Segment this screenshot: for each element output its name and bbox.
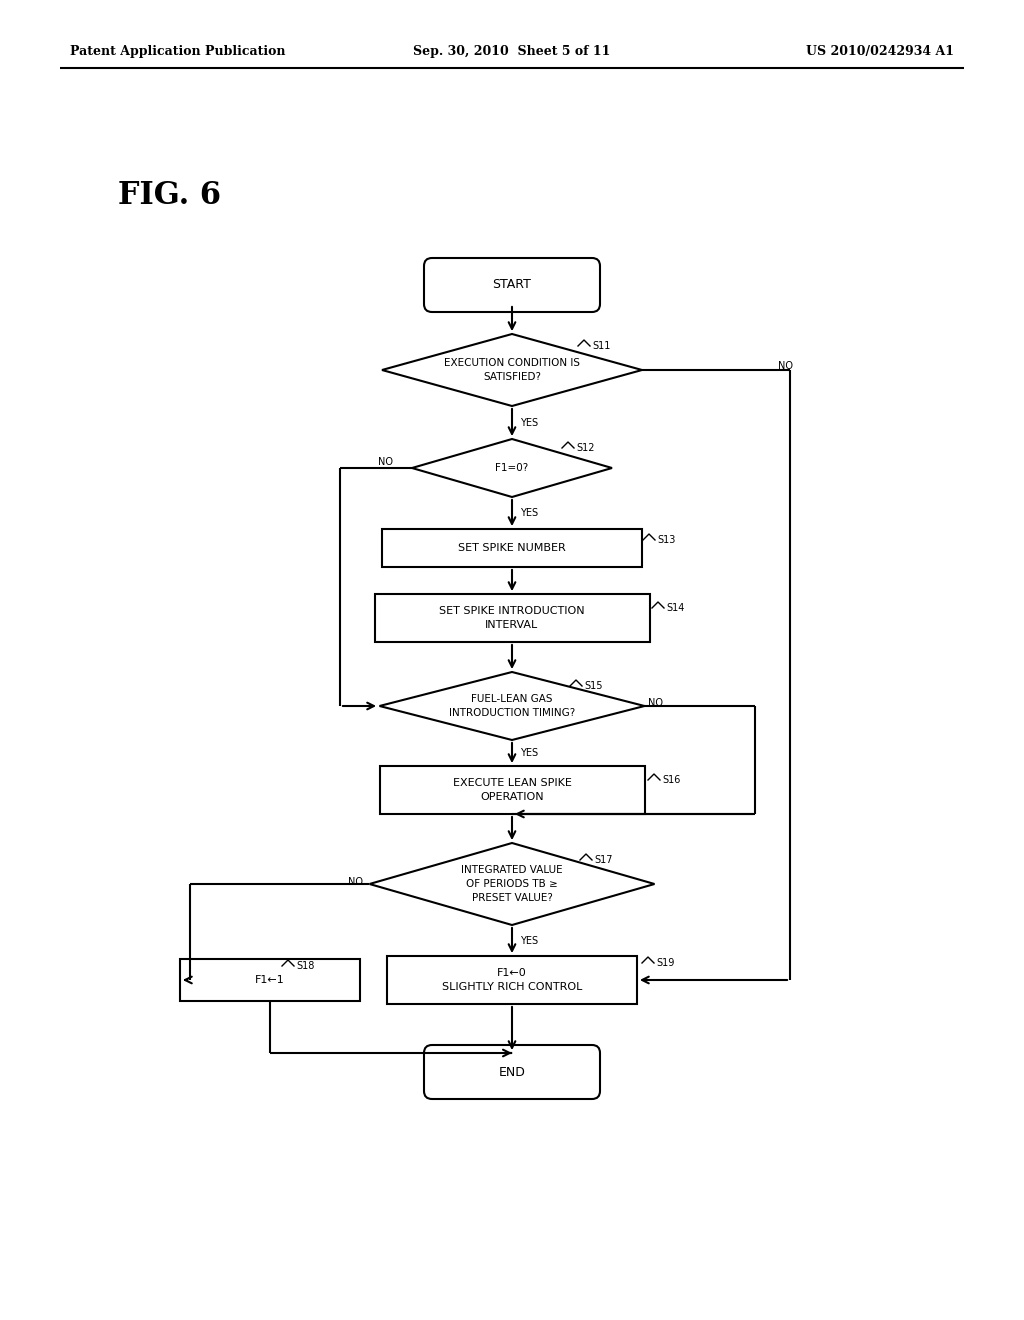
FancyBboxPatch shape [424, 1045, 600, 1100]
Text: EXECUTE LEAN SPIKE
OPERATION: EXECUTE LEAN SPIKE OPERATION [453, 777, 571, 803]
Text: END: END [499, 1065, 525, 1078]
Text: NO: NO [378, 457, 393, 467]
Bar [180, 960, 360, 1001]
Text: F1←0
SLIGHTLY RICH CONTROL: F1←0 SLIGHTLY RICH CONTROL [441, 968, 583, 993]
Polygon shape [370, 843, 654, 925]
Text: START: START [493, 279, 531, 292]
Text: S11: S11 [592, 341, 610, 351]
Text: SET SPIKE NUMBER: SET SPIKE NUMBER [458, 543, 566, 553]
Text: FIG. 6: FIG. 6 [118, 180, 221, 210]
Text: YES: YES [520, 748, 539, 758]
Text: YES: YES [520, 418, 539, 428]
Text: F1=0?: F1=0? [496, 463, 528, 473]
Text: NO: NO [348, 876, 362, 887]
Bar [382, 529, 642, 568]
Text: S18: S18 [296, 961, 314, 972]
Text: S16: S16 [662, 775, 680, 785]
Bar [380, 766, 644, 814]
Text: S13: S13 [657, 535, 676, 545]
Text: S15: S15 [584, 681, 602, 690]
Text: Sep. 30, 2010  Sheet 5 of 11: Sep. 30, 2010 Sheet 5 of 11 [414, 45, 610, 58]
FancyBboxPatch shape [424, 257, 600, 312]
Polygon shape [382, 334, 642, 407]
Text: YES: YES [520, 936, 539, 946]
Text: S14: S14 [666, 603, 684, 612]
Bar [387, 956, 637, 1005]
Polygon shape [412, 440, 612, 498]
Text: YES: YES [520, 508, 539, 517]
Text: F1←1: F1←1 [255, 975, 285, 985]
Text: EXECUTION CONDITION IS
SATISFIED?: EXECUTION CONDITION IS SATISFIED? [444, 358, 580, 381]
Bar [375, 594, 649, 642]
Text: INTEGRATED VALUE
OF PERIODS TB ≥
PRESET VALUE?: INTEGRATED VALUE OF PERIODS TB ≥ PRESET … [461, 865, 563, 903]
Text: NO: NO [778, 360, 793, 371]
Text: SET SPIKE INTRODUCTION
INTERVAL: SET SPIKE INTRODUCTION INTERVAL [439, 606, 585, 630]
Text: FUEL-LEAN GAS
INTRODUCTION TIMING?: FUEL-LEAN GAS INTRODUCTION TIMING? [449, 694, 575, 718]
Polygon shape [380, 672, 644, 741]
Text: S12: S12 [575, 444, 595, 453]
Text: US 2010/0242934 A1: US 2010/0242934 A1 [806, 45, 954, 58]
Text: NO: NO [648, 698, 663, 708]
Text: S19: S19 [656, 958, 675, 968]
Text: S17: S17 [594, 855, 612, 865]
Text: Patent Application Publication: Patent Application Publication [70, 45, 286, 58]
